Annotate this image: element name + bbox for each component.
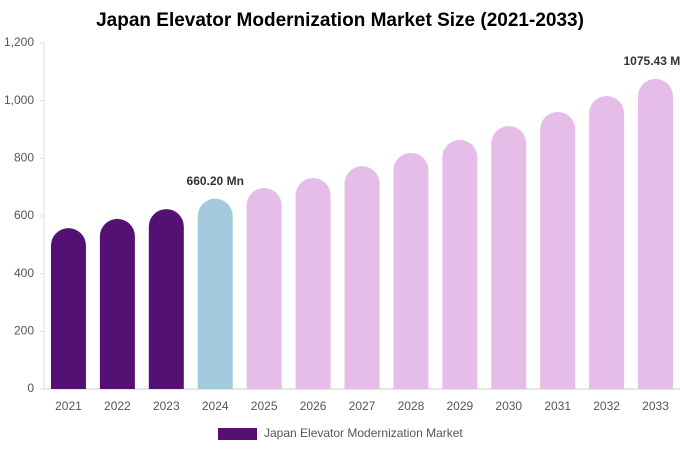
bar [589, 96, 625, 389]
bar [344, 166, 380, 389]
y-tick-label: 400 [14, 266, 34, 280]
x-tick-label: 2024 [202, 399, 229, 413]
bar [491, 126, 527, 389]
value-label: 660.20 Mn [187, 174, 244, 188]
x-tick-label: 2026 [300, 399, 327, 413]
x-tick-label: 2023 [153, 399, 180, 413]
x-tick-label: 2030 [495, 399, 522, 413]
bar [638, 78, 674, 389]
x-tick-label: 2025 [251, 399, 278, 413]
y-tick-label: 200 [14, 324, 34, 338]
bar [540, 111, 576, 389]
bar [393, 152, 429, 389]
x-tick-label: 2027 [349, 399, 376, 413]
y-tick-label: 600 [14, 208, 34, 222]
value-label: 1075.43 Mn [624, 54, 680, 68]
x-tick-label: 2021 [55, 399, 82, 413]
bar [442, 139, 478, 389]
bar [99, 218, 135, 389]
y-tick-label: 800 [14, 151, 34, 165]
x-tick-label: 2033 [642, 399, 669, 413]
y-tick-label: 1,000 [4, 93, 34, 107]
bar [197, 198, 233, 389]
y-tick-label: 1,200 [4, 35, 34, 49]
chart-title: Japan Elevator Modernization Market Size… [96, 10, 584, 31]
x-tick-label: 2028 [398, 399, 425, 413]
legend-swatch [218, 428, 257, 440]
bar [246, 188, 282, 389]
bar [148, 209, 184, 389]
x-tick-label: 2022 [104, 399, 131, 413]
x-tick-label: 2032 [593, 399, 620, 413]
bar [50, 228, 86, 389]
legend-label: Japan Elevator Modernization Market [264, 426, 463, 440]
x-tick-label: 2031 [544, 399, 571, 413]
bar [295, 177, 331, 389]
y-tick-label: 0 [27, 381, 34, 395]
x-tick-label: 2029 [446, 399, 473, 413]
